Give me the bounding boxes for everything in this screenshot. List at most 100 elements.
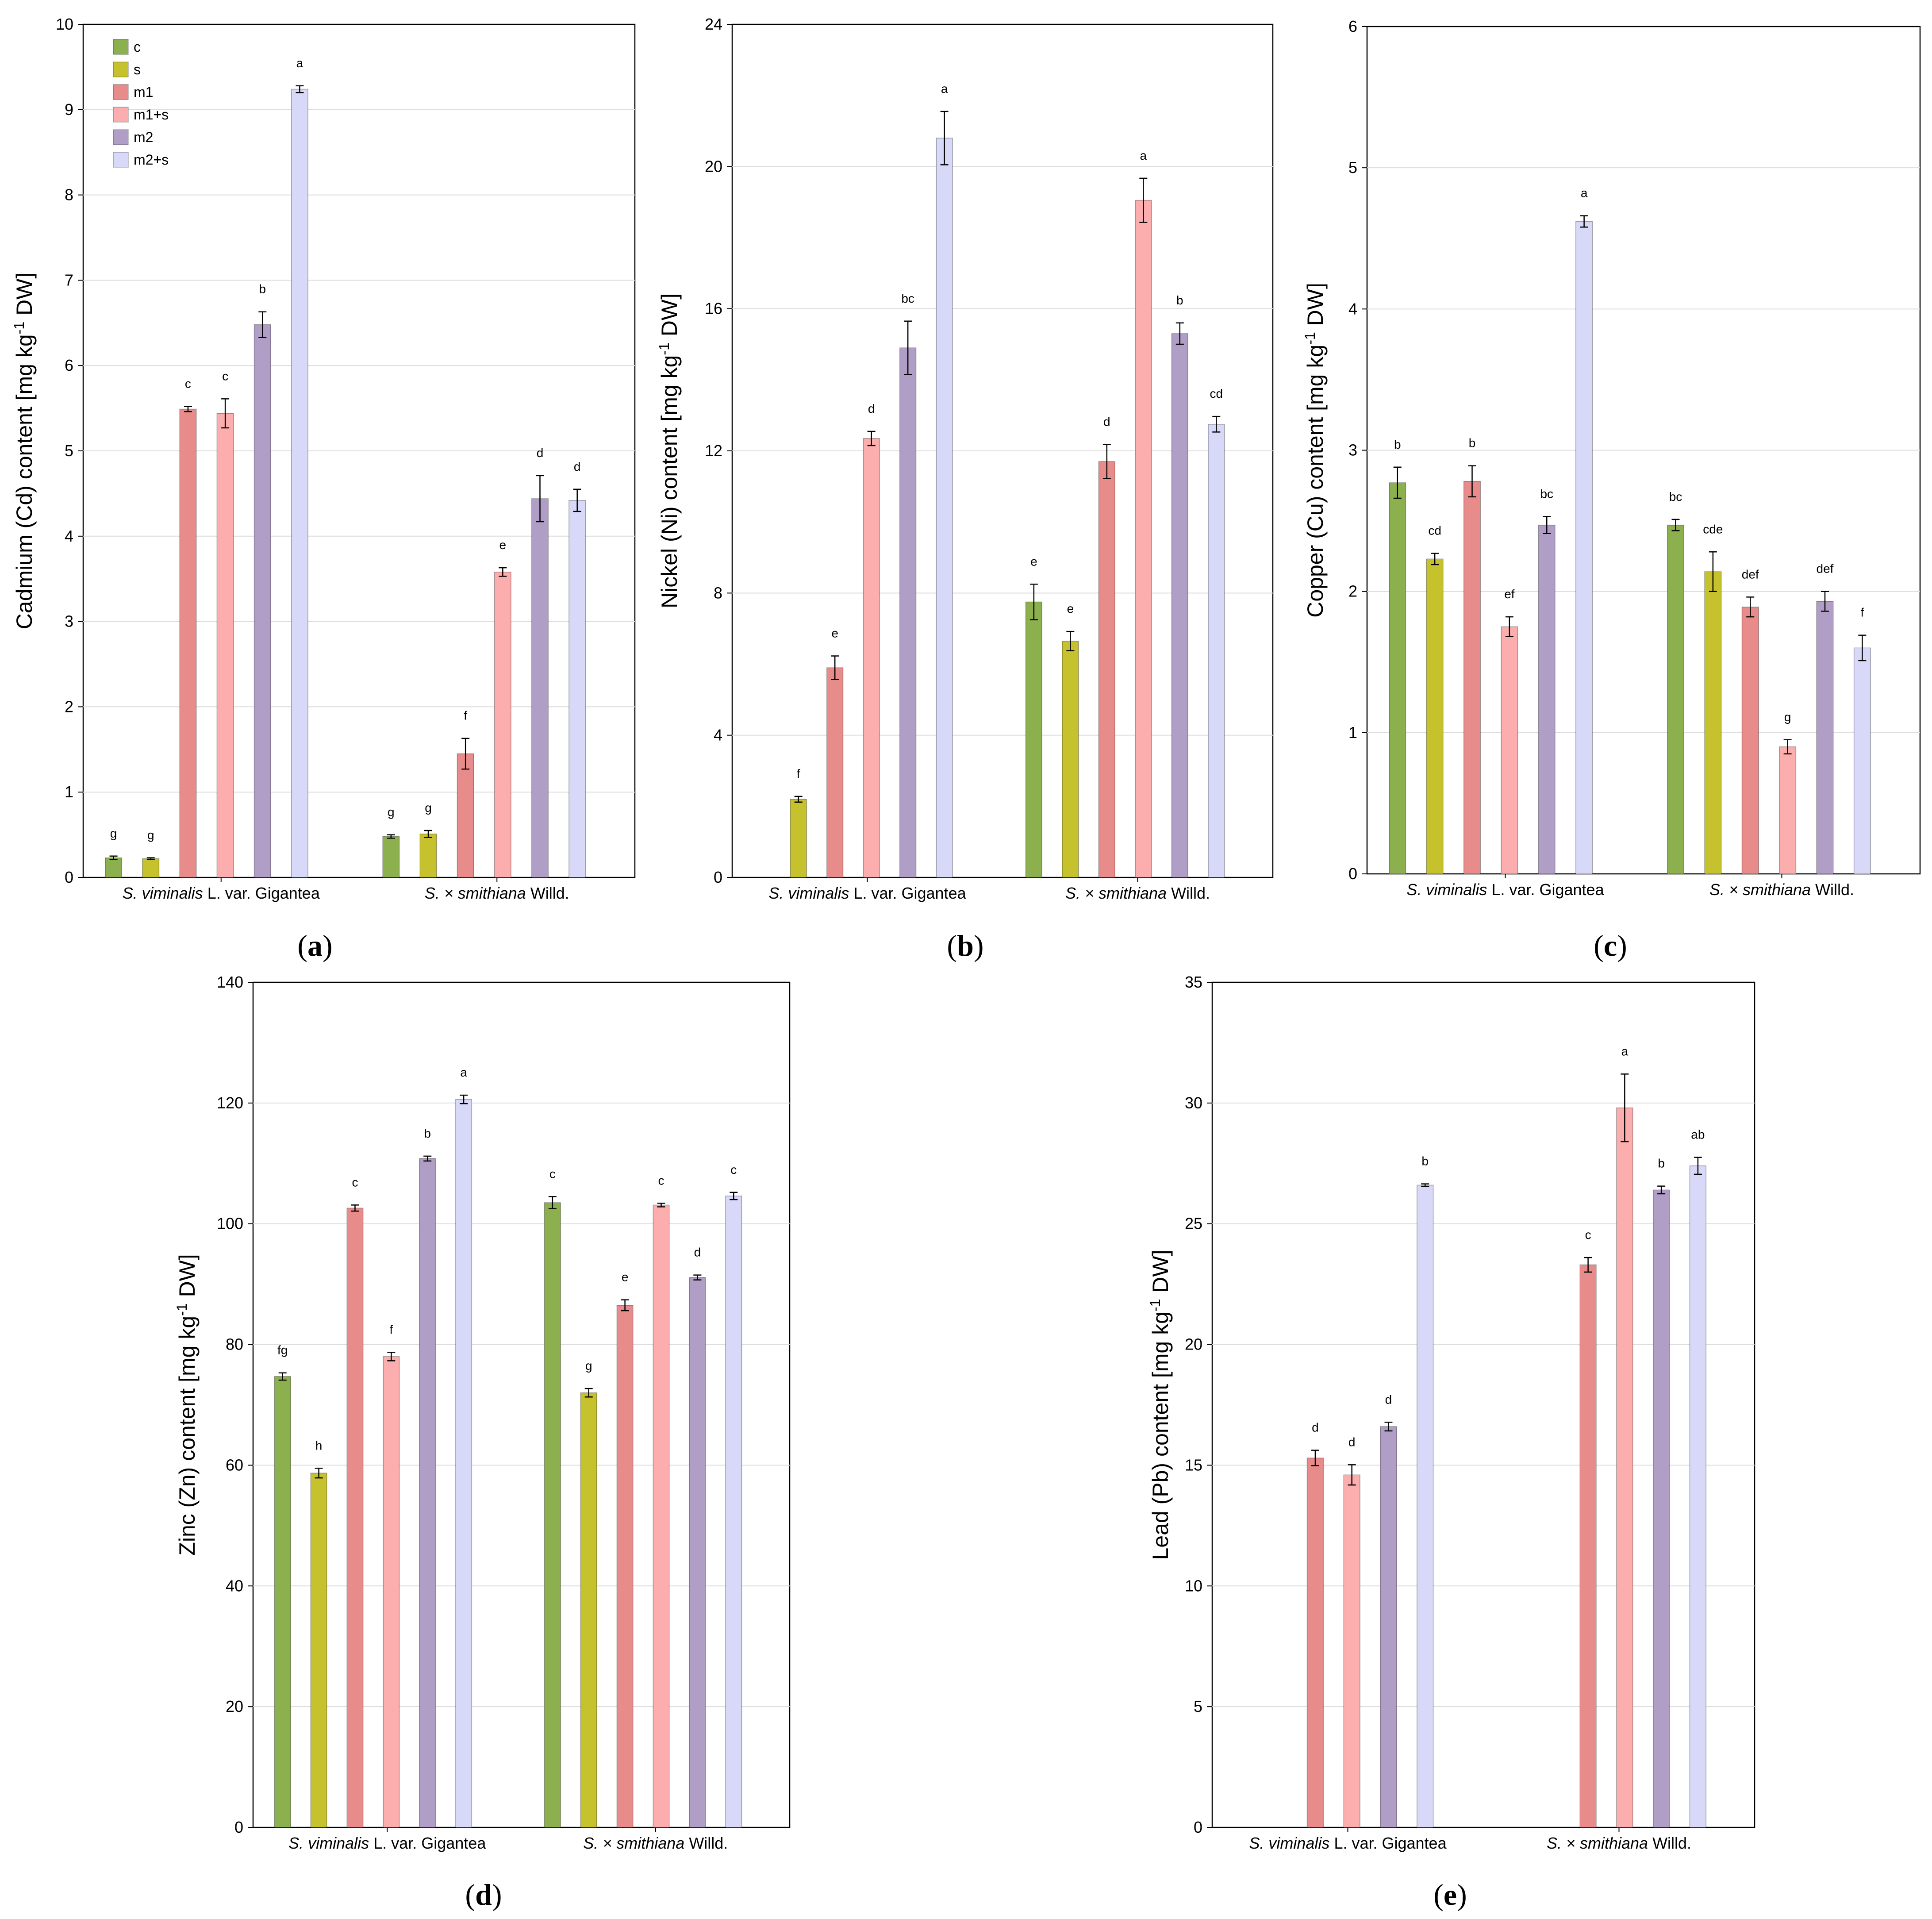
chart-panel-4: 0 20 40 60 80 100 120 140 Zinc (Zn) content [mg …	[174, 973, 791, 1911]
significance-letter: a	[296, 56, 303, 70]
significance-letter: d	[1385, 1392, 1392, 1406]
y-tick-label: 4	[714, 726, 722, 744]
significance-letter: f	[1860, 606, 1864, 619]
y-tick-label: 0	[234, 1818, 243, 1836]
bar-m2	[689, 1277, 706, 1828]
significance-letter: b	[1421, 1154, 1429, 1168]
legend-label-s: s	[134, 62, 141, 77]
bar-c	[1667, 524, 1684, 874]
panel-label: (e)	[1433, 1878, 1467, 1911]
y-tick-label: 4	[1348, 300, 1357, 318]
y-tick-label: 10	[56, 15, 73, 33]
significance-letter: e	[1030, 554, 1037, 568]
significance-letter: e	[622, 1270, 629, 1284]
panel-label: (b)	[947, 929, 983, 962]
bar-m1s	[1501, 626, 1518, 874]
bar-m1s	[653, 1204, 670, 1828]
bar-s	[1704, 571, 1722, 874]
y-tick-label: 20	[705, 157, 722, 175]
significance-letter: a	[460, 1065, 467, 1079]
significance-letter: g	[585, 1359, 592, 1373]
bar-c	[1389, 482, 1406, 874]
y-tick-label: 6	[1348, 17, 1357, 35]
y-tick-label: 0	[714, 868, 722, 886]
y-tick-label: 0	[1194, 1818, 1202, 1836]
significance-letter: b	[1658, 1157, 1665, 1170]
bar-m1	[346, 1208, 364, 1828]
bar-m1	[457, 753, 474, 878]
significance-letter: a	[1140, 149, 1147, 162]
y-tick-label: 15	[1185, 1456, 1202, 1474]
bar-m2s	[1575, 221, 1593, 874]
significance-letter: g	[1784, 710, 1791, 724]
bar-m1s	[1343, 1474, 1360, 1828]
significance-letter: d	[1312, 1421, 1319, 1434]
plot-frame	[1211, 981, 1755, 1828]
y-axis-label: Nickel (Ni) content [mg kg-1 DW]	[656, 293, 682, 608]
significance-letter: cde	[1703, 522, 1723, 536]
bar-m1s	[1779, 746, 1797, 874]
bar-m1	[1579, 1264, 1597, 1828]
bar-m2s	[1208, 424, 1225, 878]
y-tick-label: 9	[65, 100, 73, 119]
significance-letter: def	[1742, 567, 1759, 581]
bar-m2s	[1853, 647, 1871, 874]
bar-m2s	[936, 138, 953, 878]
bar-m2s	[725, 1196, 742, 1828]
bar-m2	[531, 498, 549, 878]
significance-letter: def	[1817, 562, 1834, 576]
y-tick-label: 30	[1185, 1094, 1202, 1112]
significance-letter: f	[464, 709, 467, 723]
significance-letter: bc	[901, 292, 914, 305]
significance-letter: d	[1103, 415, 1110, 429]
significance-letter: e	[831, 627, 838, 640]
significance-letter: cd	[1428, 523, 1441, 537]
bar-s	[419, 833, 437, 878]
legend-swatch-m1s	[113, 107, 129, 123]
y-axis-label: Zinc (Zn) content [mg kg-1 DW]	[174, 1254, 200, 1555]
significance-letter: c	[658, 1173, 664, 1187]
y-tick-label: 35	[1185, 973, 1202, 991]
significance-letter: c	[730, 1163, 737, 1177]
y-tick-label: 8	[65, 186, 73, 204]
significance-letter: g	[147, 828, 154, 842]
bar-c	[274, 1376, 291, 1828]
bar-m1s	[494, 572, 511, 878]
y-tick-label: 8	[714, 584, 722, 602]
significance-letter: b	[1176, 293, 1183, 307]
y-tick-label: 12	[705, 442, 722, 460]
bar-m1	[179, 408, 197, 878]
significance-letter: c	[352, 1175, 358, 1189]
y-tick-label: 3	[1348, 441, 1357, 459]
bar-m2	[1171, 333, 1188, 878]
plot-frame	[252, 981, 791, 1828]
bar-c	[544, 1202, 561, 1828]
significance-letter: b	[424, 1127, 431, 1140]
significance-letter: ef	[1504, 587, 1515, 601]
significance-letter: d	[1348, 1435, 1356, 1449]
significance-letter: d	[868, 402, 875, 415]
significance-letter: c	[222, 369, 228, 383]
y-axis-label: Copper (Cu) content [mg kg-1 DW]	[1302, 283, 1328, 618]
y-tick-label: 0	[1348, 865, 1357, 883]
bar-s	[790, 799, 807, 878]
y-tick-label: 24	[705, 15, 722, 33]
significance-letter: b	[259, 282, 266, 296]
bar-m2s	[291, 88, 308, 878]
legend-label-m2: m2	[134, 129, 153, 145]
significance-letter: bc	[1540, 487, 1553, 501]
significance-letter: f	[389, 1323, 393, 1336]
significance-letter: a	[1581, 186, 1588, 200]
x-group-label: S. viminalis L. var. Gigantea	[123, 884, 320, 902]
legend-label-m1: m1	[134, 84, 153, 100]
x-group-label: S. × smithiana Willd.	[425, 884, 569, 902]
bar-s	[310, 1473, 327, 1828]
x-group-label: S. viminalis L. var. Gigantea	[1249, 1834, 1447, 1852]
significance-letter: a	[941, 82, 948, 96]
bar-m1	[616, 1305, 634, 1828]
bar-m1s	[216, 413, 234, 878]
bar-m2	[899, 347, 917, 878]
y-tick-label: 25	[1185, 1215, 1202, 1233]
x-group-label: S. × smithiana Willd.	[1709, 881, 1854, 899]
bar-m1s	[1616, 1108, 1633, 1828]
